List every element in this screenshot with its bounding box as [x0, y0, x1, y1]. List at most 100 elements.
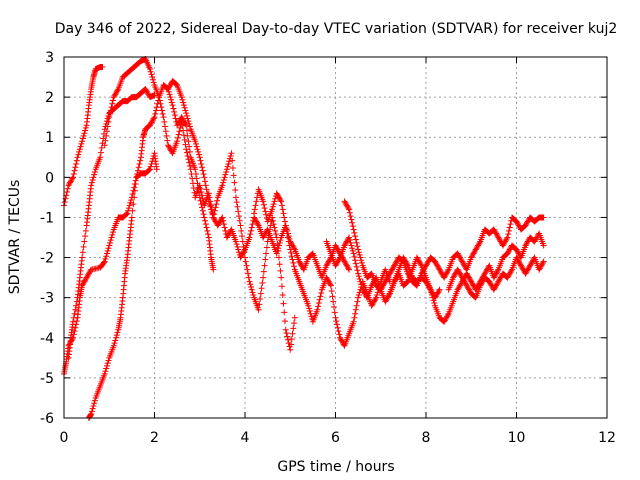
data-point: [71, 328, 78, 335]
data-point: [250, 291, 257, 298]
data-point: [76, 148, 83, 155]
data-point: [114, 329, 121, 336]
data-point: [106, 242, 113, 249]
data-point: [150, 115, 157, 122]
data-point: [428, 289, 435, 296]
x-tick-label: 8: [422, 430, 431, 446]
data-point: [159, 107, 166, 114]
data-point: [327, 282, 334, 289]
data-point: [417, 261, 424, 268]
data-point: [346, 237, 353, 244]
data-point: [219, 214, 226, 221]
data-point: [162, 123, 169, 130]
data-point: [231, 179, 238, 186]
data-point: [108, 104, 115, 111]
data-point: [196, 154, 203, 161]
y-tick-label: 3: [45, 50, 54, 66]
data-point: [272, 231, 279, 238]
data-point: [288, 253, 295, 260]
data-point: [287, 346, 294, 353]
data-point: [197, 157, 204, 164]
data-point: [270, 201, 277, 208]
data-point: [269, 206, 276, 213]
data-point: [186, 143, 193, 150]
data-point: [260, 268, 267, 275]
data-point: [281, 318, 288, 325]
data-point: [205, 231, 212, 238]
data-point: [351, 229, 358, 236]
data-point: [275, 242, 282, 249]
data-point: [128, 197, 135, 204]
data-point: [504, 234, 511, 241]
data-point: [540, 242, 547, 249]
data-point: [107, 107, 114, 114]
data-point: [147, 68, 154, 75]
data-point: [356, 275, 363, 282]
data-point: [158, 104, 165, 111]
data-point: [284, 333, 291, 340]
data-point: [280, 210, 287, 217]
data-point: [262, 208, 269, 215]
data-point: [539, 259, 546, 266]
data-point: [540, 258, 547, 265]
data-point: [354, 243, 361, 250]
data-point: [89, 405, 96, 412]
data-point: [82, 233, 89, 240]
data-point: [214, 197, 221, 204]
data-point: [275, 254, 282, 261]
data-point: [285, 233, 292, 240]
y-tick-label: -3: [40, 291, 54, 307]
data-point: [152, 110, 159, 117]
data-point: [200, 170, 207, 177]
data-point: [287, 246, 294, 253]
data-point: [208, 206, 215, 213]
data-point: [180, 102, 187, 109]
data-point: [89, 177, 96, 184]
data-point: [257, 296, 264, 303]
data-point: [72, 164, 79, 171]
data-point: [245, 274, 252, 281]
data-point: [73, 318, 80, 325]
data-point: [220, 221, 227, 228]
data-point: [288, 336, 295, 343]
data-point: [237, 222, 244, 229]
data-point: [128, 214, 135, 221]
data-point: [168, 96, 175, 103]
data-point: [70, 174, 77, 181]
data-point: [129, 191, 136, 198]
y-tick-label: -1: [40, 210, 54, 226]
data-point: [101, 370, 108, 377]
data-point: [332, 314, 339, 321]
data-point: [229, 164, 236, 171]
data-point: [148, 71, 155, 78]
data-point: [71, 310, 78, 317]
data-point: [151, 114, 158, 121]
data-point: [101, 258, 108, 265]
data-point: [149, 76, 156, 83]
data-point: [211, 207, 218, 214]
data-point: [153, 107, 160, 114]
series-track-d: [85, 82, 217, 421]
data-point: [226, 158, 233, 165]
y-tick-label: 1: [45, 130, 54, 146]
data-point: [135, 164, 142, 171]
data-point: [241, 247, 248, 254]
data-point: [175, 131, 182, 138]
data-point: [244, 266, 251, 273]
data-point: [229, 157, 236, 164]
data-point: [291, 320, 298, 327]
data-point: [110, 229, 117, 236]
data-point: [147, 163, 154, 170]
data-point: [156, 94, 163, 101]
data-point: [131, 187, 138, 194]
data-point: [290, 325, 297, 332]
data-point: [286, 242, 293, 249]
data-point: [134, 170, 141, 177]
series-track-c: [65, 86, 158, 361]
data-point: [223, 168, 230, 175]
data-points: [61, 56, 547, 421]
data-point: [146, 166, 153, 173]
data-point: [349, 219, 356, 226]
data-point: [105, 357, 112, 364]
data-point: [282, 326, 289, 333]
